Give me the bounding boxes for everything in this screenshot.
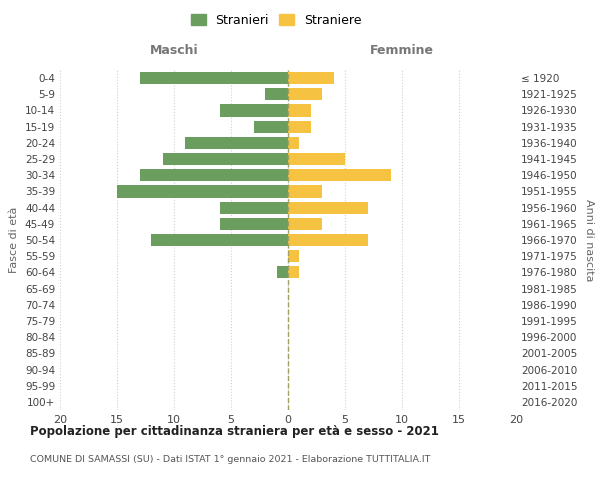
Bar xyxy=(288,202,368,213)
Bar xyxy=(288,250,299,262)
Bar xyxy=(140,169,288,181)
Bar xyxy=(151,234,288,246)
Bar xyxy=(277,266,288,278)
Bar xyxy=(288,218,322,230)
Bar xyxy=(288,234,368,246)
Bar xyxy=(140,72,288,84)
Bar xyxy=(288,169,391,181)
Bar xyxy=(288,186,322,198)
Bar xyxy=(163,153,288,165)
Bar xyxy=(288,72,334,84)
Bar xyxy=(288,104,311,117)
Bar xyxy=(220,104,288,117)
Bar xyxy=(288,266,299,278)
Bar xyxy=(288,120,311,132)
Text: Femmine: Femmine xyxy=(370,44,434,58)
Bar xyxy=(117,186,288,198)
Bar xyxy=(254,120,288,132)
Bar xyxy=(288,88,322,101)
Text: Maschi: Maschi xyxy=(149,44,199,58)
Y-axis label: Anni di nascita: Anni di nascita xyxy=(584,198,594,281)
Y-axis label: Fasce di età: Fasce di età xyxy=(10,207,19,273)
Bar xyxy=(220,202,288,213)
Bar xyxy=(220,218,288,230)
Text: COMUNE DI SAMASSI (SU) - Dati ISTAT 1° gennaio 2021 - Elaborazione TUTTITALIA.IT: COMUNE DI SAMASSI (SU) - Dati ISTAT 1° g… xyxy=(30,455,430,464)
Bar xyxy=(288,153,345,165)
Text: Popolazione per cittadinanza straniera per età e sesso - 2021: Popolazione per cittadinanza straniera p… xyxy=(30,425,439,438)
Legend: Stranieri, Straniere: Stranieri, Straniere xyxy=(188,11,364,29)
Bar xyxy=(288,137,299,149)
Bar xyxy=(185,137,288,149)
Bar xyxy=(265,88,288,101)
